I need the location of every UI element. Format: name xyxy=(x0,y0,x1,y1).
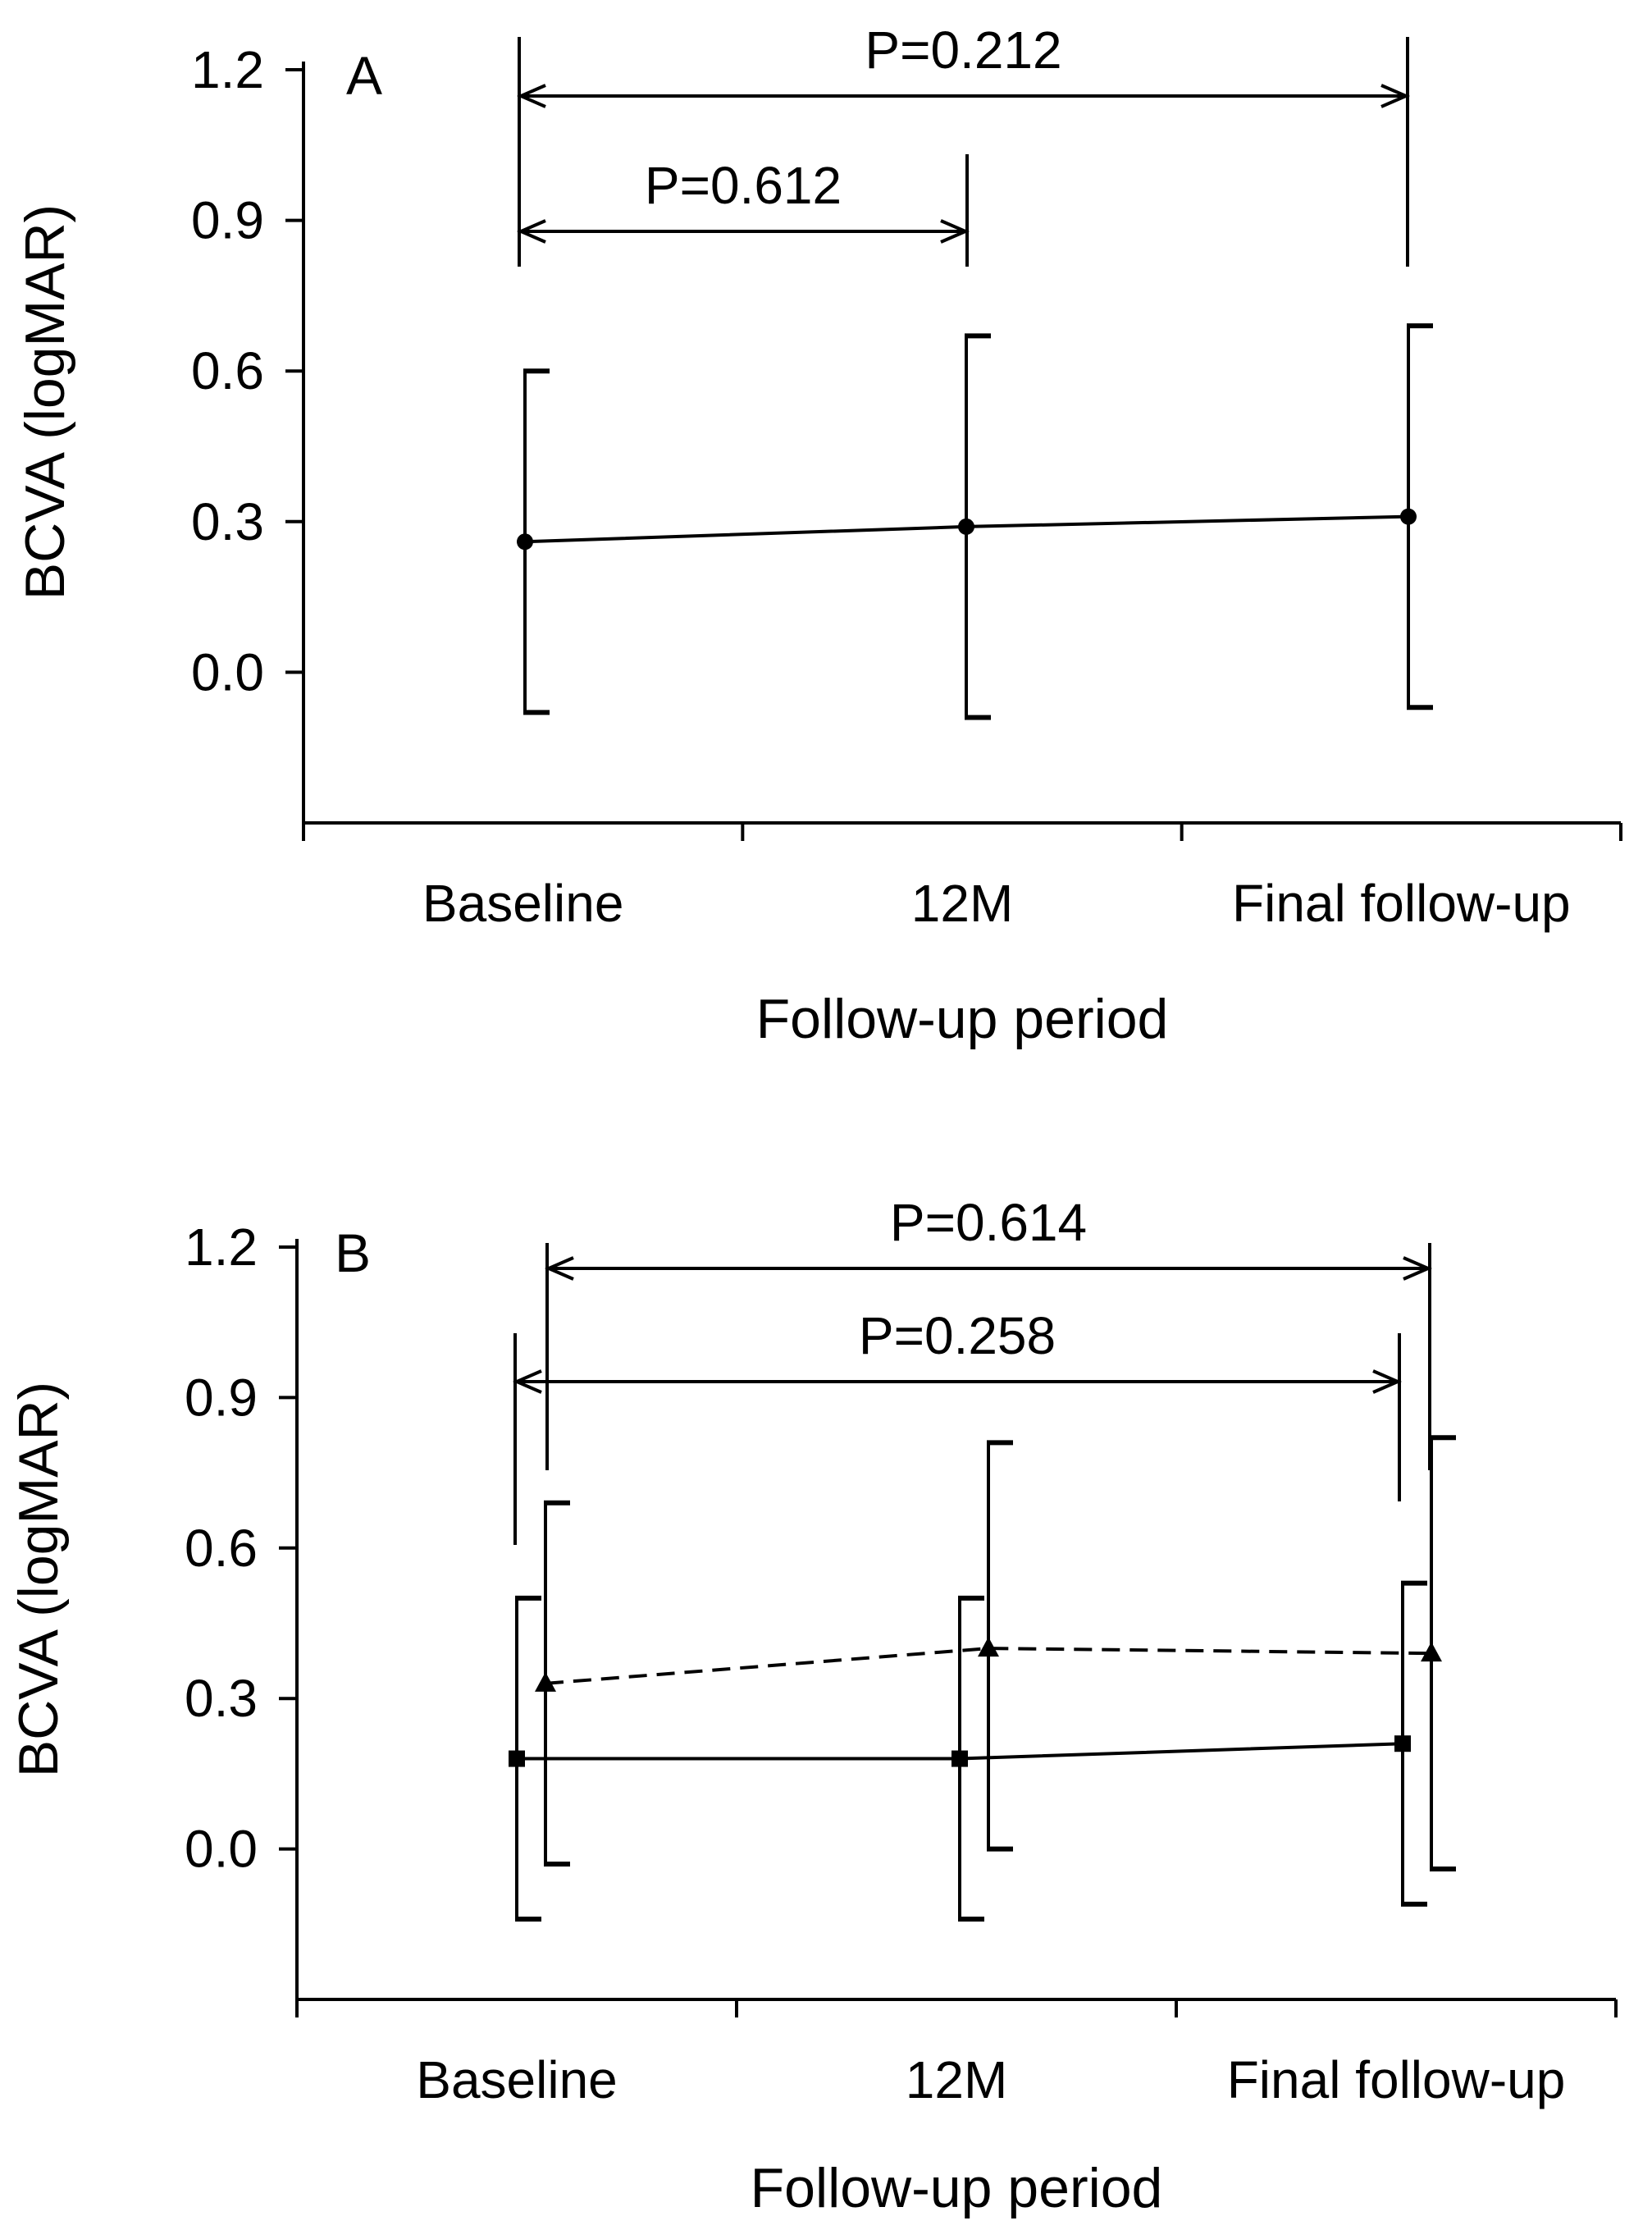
comparison-bracket: P=0.614 xyxy=(544,1193,1433,1470)
data-point xyxy=(535,1671,556,1692)
arrow-left-head xyxy=(544,1256,574,1281)
x-axis-title: Follow-up period xyxy=(756,988,1169,1050)
x-tick-label: 12M xyxy=(911,874,1014,933)
data-point xyxy=(1421,1642,1442,1662)
y-tick-label: 0.6 xyxy=(185,1519,258,1578)
y-tick-label: 0.3 xyxy=(191,492,264,551)
y-axis-title: BCVA (logMAR) xyxy=(7,1382,70,1777)
p-value-label: P=0.258 xyxy=(859,1306,1056,1365)
arrow-right-head xyxy=(1372,1369,1403,1394)
series-group-1 xyxy=(509,1580,1427,1922)
panel-b: 0.0 0.3 0.6 0.9 1.2 Baseline 12M Final follow-u… xyxy=(7,1193,1618,2219)
series-all-eyes xyxy=(517,323,1433,720)
data-point xyxy=(951,1750,968,1767)
y-tick-label: 1.2 xyxy=(185,1218,258,1277)
p-value-label: P=0.612 xyxy=(645,156,842,215)
comparison-bracket: P=0.258 xyxy=(512,1306,1403,1545)
y-axis-title: BCVA (logMAR) xyxy=(14,204,76,600)
data-point xyxy=(517,533,533,551)
y-tick-label: 1.2 xyxy=(191,40,264,99)
data-point xyxy=(958,518,974,535)
data-point xyxy=(509,1750,525,1767)
data-point xyxy=(1400,508,1417,525)
p-value-label: P=0.614 xyxy=(890,1193,1087,1252)
x-tick-label: Baseline xyxy=(422,874,624,933)
arrow-right-head xyxy=(1380,84,1411,108)
x-tick-label: Baseline xyxy=(416,2050,618,2109)
y-tick-label: 0.9 xyxy=(191,191,264,250)
x-tick-label: 12M xyxy=(906,2050,1008,2109)
y-tick-label: 0.3 xyxy=(185,1669,258,1728)
panel-letter: B xyxy=(335,1222,371,1283)
p-value-label: P=0.212 xyxy=(865,21,1061,80)
panel-a: 0.0 0.3 0.6 0.9 1.2 Baseline 12M Final follow-u… xyxy=(14,21,1622,1050)
y-tick-label: 0.9 xyxy=(185,1368,258,1427)
arrow-left-head xyxy=(516,84,546,108)
data-point xyxy=(1394,1735,1411,1752)
x-tick-label: Final follow-up xyxy=(1232,874,1571,933)
comparison-bracket: P=0.612 xyxy=(516,154,970,267)
y-tick-label: 0.0 xyxy=(191,642,264,701)
arrow-right-head xyxy=(1403,1256,1433,1281)
series-group-2 xyxy=(535,1435,1456,1872)
x-axis-title: Follow-up period xyxy=(751,2157,1163,2219)
arrow-left-head xyxy=(512,1369,542,1394)
arrow-right-head xyxy=(940,219,970,244)
data-point xyxy=(978,1637,999,1657)
x-tick-label: Final follow-up xyxy=(1227,2050,1566,2109)
arrow-left-head xyxy=(516,219,546,244)
y-tick-label: 0.0 xyxy=(185,1820,258,1879)
y-tick-label: 0.6 xyxy=(191,341,264,400)
panel-letter: A xyxy=(346,45,382,106)
series-line xyxy=(545,1647,1432,1685)
